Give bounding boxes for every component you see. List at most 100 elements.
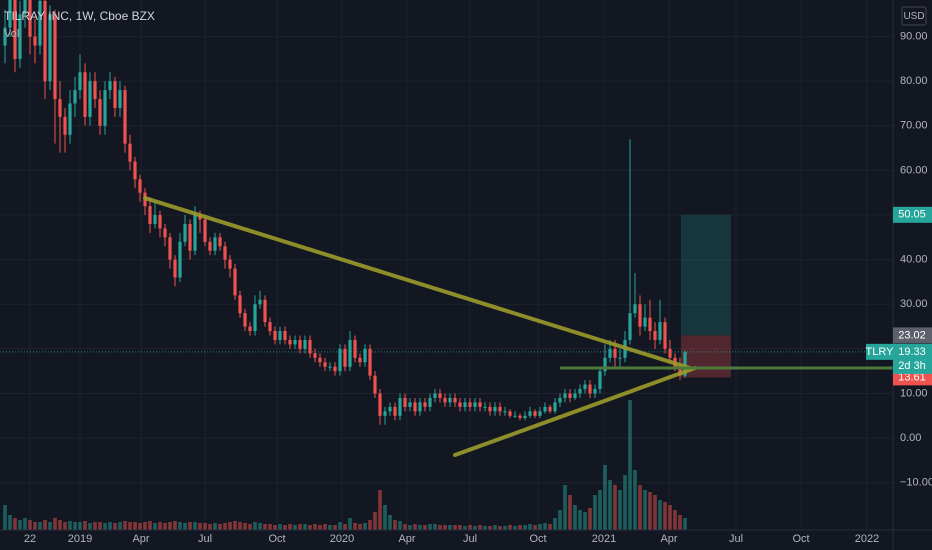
candle-body [453,397,457,403]
candle-body [3,27,7,46]
candle-body [178,241,182,278]
candle-body [678,366,682,376]
y-tick-label: 70.00 [900,120,928,132]
candle-body [173,259,177,278]
volume-bar [98,522,102,530]
x-tick-label: 2020 [330,533,354,545]
candle-body [233,268,237,296]
volume-bar [268,524,272,530]
volume-bar [573,505,577,530]
volume-bar [198,523,202,530]
volume-bar [653,495,657,530]
volume-bar [543,523,547,530]
volume-bar [443,525,447,530]
candle-body [393,406,397,416]
volume-bar [318,525,322,530]
y-tick-label: 30.00 [900,298,928,310]
y-tick-label: 10.00 [900,387,928,399]
volume-bar [148,521,152,530]
candle-body [48,14,52,82]
entry-price-label: 23.02 [898,329,926,341]
candle-body [218,237,222,247]
candle-body [313,353,317,358]
x-tick-label: Apr [398,533,415,545]
volume-bar [178,522,182,530]
volume-bar [78,522,82,530]
candle-body [543,406,547,412]
volume-bar [173,521,177,530]
symbol-label: TLRY [866,346,895,358]
volume-bar [613,485,617,530]
volume-bar [208,524,212,530]
volume-bar [153,523,157,530]
volume-bar [288,524,292,530]
candle-body [318,357,322,363]
candle-body [133,161,137,180]
candle-body [338,348,342,372]
candle-body [28,0,32,37]
currency-box[interactable] [901,6,927,26]
candle-body [263,299,267,323]
volume-bar [168,522,172,530]
x-tick-label: Apr [660,533,677,545]
candle-body [23,0,27,15]
countdown: 2d 3h [898,360,926,372]
candle-body [533,411,537,416]
currency[interactable]: USD [903,11,924,22]
candle-body [278,331,282,340]
candle-body [628,313,632,340]
candle-body [8,0,12,28]
candle-body [323,362,327,367]
candle-body [208,241,212,251]
volume-bar [483,526,487,530]
volume-bar [378,490,382,530]
volume-bar [538,524,542,530]
volume-bar [283,525,287,530]
volume-bar [668,505,672,530]
y-tick-label: 90.00 [900,30,928,42]
y-tick-label: 60.00 [900,164,928,176]
volume-bar [248,524,252,530]
volume-bar [138,523,142,530]
volume-bar [13,518,17,530]
candle-body [348,339,352,367]
candle-body [123,90,127,144]
volume-bar [233,521,237,530]
candle-body [428,397,432,407]
candle-body [243,313,247,327]
trendline [143,196,692,371]
volume-bar [518,525,522,530]
target-price-label: 50.05 [898,209,926,221]
trendline [453,366,697,458]
volume-bar [343,524,347,530]
candle-body [538,411,542,416]
volume-bar [463,526,467,530]
volume-bar [638,485,642,530]
volume-bar [628,400,632,530]
candle-body [223,246,227,260]
volume-bar [258,523,262,530]
volume-bar [498,526,502,530]
volume-bar [133,522,137,530]
candle-body [593,389,597,394]
volume-bar [163,523,167,530]
candle-body [443,397,447,403]
volume-bar [503,526,507,530]
volume-bar [678,515,682,530]
candle-body [553,402,557,412]
volume-bar [243,523,247,530]
candle-body [13,0,17,59]
volume-bar [413,524,417,530]
last-price-box [893,343,932,374]
candle-body [353,339,357,358]
candle-body [383,411,387,416]
candle-body [253,304,257,332]
candle-body [293,339,297,345]
volume-bar [658,500,662,530]
volume-bar [353,523,357,530]
volume-bar [583,512,587,530]
axes: 90.0080.0070.0060.0050.0040.0030.0020.00… [24,30,932,545]
volume-bar [683,518,687,530]
plot-area [0,0,893,530]
